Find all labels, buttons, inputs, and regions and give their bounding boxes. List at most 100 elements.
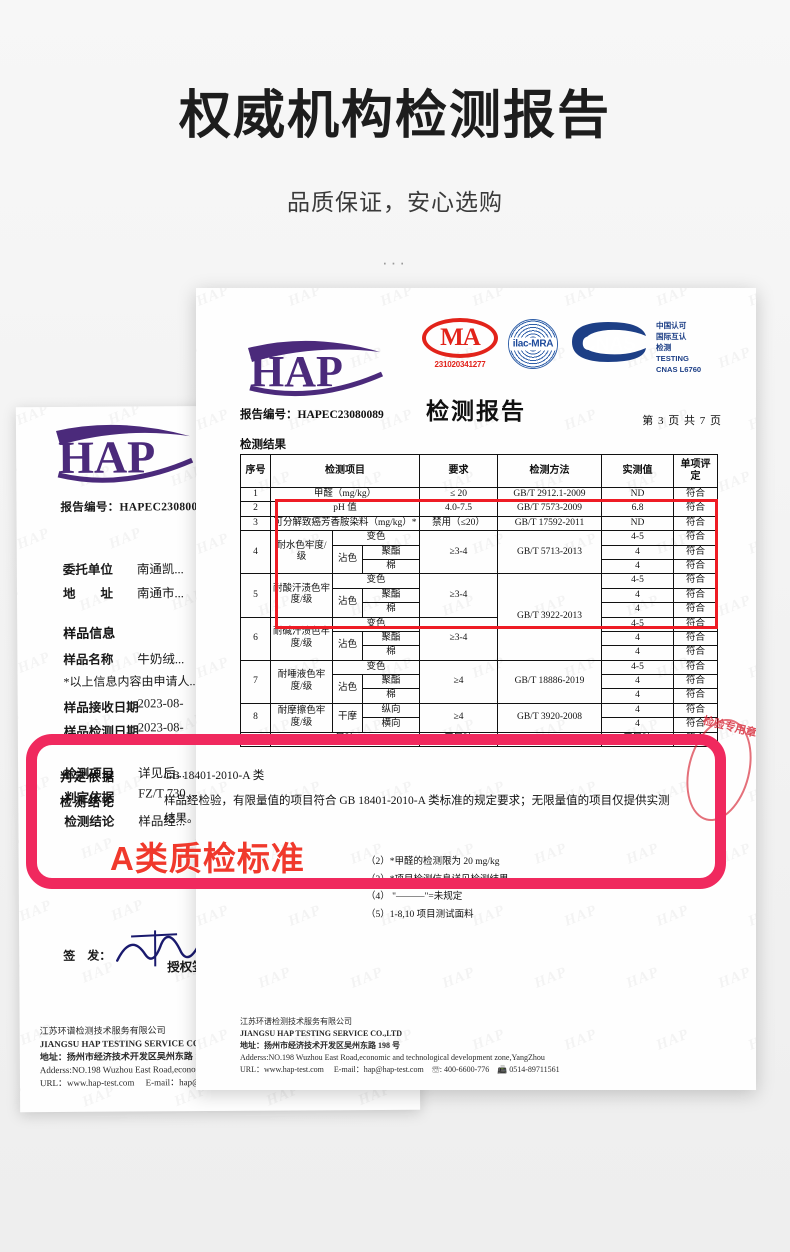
- cell-no: 9: [240, 731, 271, 748]
- cnas-line-0: 中国认可: [656, 321, 687, 330]
- test-results-table: 序号 检测项目 要求 检测方法 实测值 单项评定 1 甲醛（mg/kg） ≤ 20 G…: [240, 454, 718, 748]
- table-row: 3 可分解致癌芳香胺染料（mg/kg）* 禁用（≤20） GB/T 17592-201…: [240, 515, 718, 532]
- watermark-text: HAP: [654, 902, 692, 930]
- cell-value: 4-5: [601, 573, 674, 589]
- cnas-line-2: 检测: [656, 343, 672, 352]
- watermark-text: HAP: [348, 964, 386, 992]
- cell-verdict: 符合: [673, 616, 718, 632]
- front-certificate-document[interactable]: HAP HAP HAP HAP HAP HAP HAP HAP HAP HAP HAP HAP HAP H…: [196, 288, 756, 1090]
- cell-sub2: 纵向: [362, 702, 420, 719]
- conclusion-result-row: 检测结论 样品经检验，有限量值的项目符合 GB 18401-2010-A 类标准…: [60, 793, 680, 829]
- note-0: （2）*甲醛的检测限为 20 mg/kg: [366, 857, 500, 867]
- cell-no: 2: [240, 501, 271, 517]
- table-header-row: 序号 检测项目 要求 检测方法 实测值 单项评定: [240, 454, 718, 488]
- cell-verdict: 符合: [673, 573, 718, 589]
- watermark-text: HAP: [196, 902, 232, 930]
- front-footer-fax: 0514-89711561: [509, 1065, 560, 1074]
- watermark-text: HAP: [15, 525, 53, 553]
- watermark-text: HAP: [16, 897, 55, 925]
- cnas-block: CNAS 中国认可 国际互认 检测 TESTING CNAS L6760: [568, 320, 701, 375]
- cell-req: ≥3-4: [419, 573, 498, 618]
- front-footer-address-en: Adderss:NO.198 Wuzhou East Road,economic…: [240, 1053, 545, 1062]
- back-sample-value-2: 2023-08-: [137, 720, 184, 735]
- cell-req: ≤ 20: [419, 486, 498, 503]
- watermark-text: HAP: [532, 964, 570, 992]
- watermark-text: HAP: [196, 592, 202, 620]
- page-title: 权威机构检测报告: [178, 87, 611, 145]
- cell-verdict: 符合: [673, 530, 718, 546]
- th-item: 检测项目: [270, 454, 420, 488]
- cell-verdict: 符合: [673, 645, 718, 661]
- cell-req: 无异味: [419, 731, 498, 748]
- cell-no: 7: [240, 659, 271, 704]
- cnas-line-4: CNAS L6760: [656, 365, 702, 374]
- front-footer-company-en: JIANGSU HAP TESTING SERVICE CO.,LTD: [240, 1029, 402, 1038]
- cell-sub2: 棉: [362, 645, 420, 661]
- watermark-text: HAP: [196, 964, 202, 992]
- front-footer-url: URL：www.hap-test.com: [240, 1065, 324, 1074]
- svg-text:CNAS: CNAS: [582, 334, 636, 355]
- th-req: 要求: [419, 454, 498, 488]
- cell-sub2: 聚酯: [362, 587, 420, 604]
- table-row: 6 耐碱汗渍色牢度/级 变色 ≥3-4 4-5 符合: [240, 616, 718, 661]
- cnas-icon: CNAS: [572, 322, 646, 362]
- cell-sub: 干摩: [332, 702, 363, 733]
- front-footer-phone: 400-6600-776: [443, 1065, 490, 1074]
- watermark-text: HAP: [624, 964, 662, 992]
- back-signature-label: 签 发：: [63, 948, 112, 963]
- back-sample-section-title: 样品信息: [63, 625, 116, 641]
- cnas-text-lines: 中国认可 国际互认 检测 TESTING CNAS L6760: [656, 320, 701, 375]
- cell-no: 3: [240, 515, 271, 532]
- front-footer-company-cn: 江苏环谱检测技术服务有限公司: [240, 1017, 352, 1026]
- watermark-text: HAP: [196, 654, 232, 682]
- back-field-label-1: 地 址: [62, 586, 114, 601]
- cell-sub: 沾色: [332, 587, 363, 618]
- cell-method: GB/T 2912.1-2009: [497, 486, 602, 503]
- watermark-text: HAP: [532, 840, 570, 868]
- cell-method: GB/T 3922-2013: [497, 573, 602, 661]
- cell-method: GB/T 3920-2008: [497, 702, 602, 733]
- page-indicator: 第 3 页 共 7 页: [642, 415, 722, 427]
- th-verdict: 单项评定: [673, 454, 718, 488]
- watermark-text: HAP: [196, 288, 232, 310]
- back-sample-label-2: 样品检测日期: [63, 724, 139, 739]
- th-method: 检测方法: [497, 454, 602, 488]
- table-row: 9 异味 无异味 GB 18401-2010 无异味 符合: [240, 731, 718, 748]
- cell-value: 4: [601, 645, 674, 661]
- watermark-text: HAP: [746, 902, 756, 930]
- front-doc-title: 检测报告: [426, 399, 526, 424]
- watermark-text: HAP: [562, 902, 600, 930]
- cell-req: ≥4: [419, 702, 498, 733]
- watermark-text: HAP: [716, 468, 754, 496]
- table-row: 8 耐摩擦色牢度/级 干摩 纵向 ≥4 GB/T 3920-2008 4 符合: [240, 702, 718, 733]
- watermark-text: HAP: [15, 463, 22, 492]
- table-notes: （2）*甲醛的检测限为 20 mg/kg （3）*项目检测信息详见检测结果 （4…: [366, 854, 509, 924]
- note-1: （3）*项目检测信息详见检测结果: [366, 874, 509, 885]
- back-certificate-document[interactable]: HAP HAP HAP HAP HAP HAP HAP HAP HAP HAP HAP HAP HAP H…: [15, 404, 421, 1113]
- watermark-text: HAP: [15, 404, 52, 429]
- fax-icon: 📠: [497, 1065, 508, 1074]
- front-footer-email: E-mail：hap@hap-test.com: [333, 1065, 424, 1074]
- table-row: 5 耐酸汗渍色牢度/级 变色 ≥3-4 GB/T 3922-2013 4-5 符合: [240, 573, 718, 661]
- cell-sub: 变色: [332, 659, 420, 676]
- conclusion-result-label: 检测结论: [60, 794, 117, 809]
- watermark-text: HAP: [562, 1026, 600, 1054]
- cell-req: ≥4: [419, 659, 498, 704]
- cell-verdict: 符合: [673, 501, 718, 517]
- cell-value: 4-5: [601, 659, 674, 676]
- cell-req: 禁用（≤20）: [419, 515, 498, 532]
- watermark-text: HAP: [196, 1026, 232, 1054]
- watermark-text: HAP: [624, 840, 662, 868]
- watermark-text: HAP: [440, 964, 478, 992]
- cell-no: 1: [240, 486, 271, 503]
- note-3: （5）1-8,10 项目测试面料: [366, 909, 474, 920]
- cell-item: 耐水色牢度/级: [270, 530, 333, 575]
- cell-value: ND: [601, 486, 674, 503]
- watermark-text: HAP: [378, 288, 416, 310]
- watermark-text: HAP: [15, 835, 24, 864]
- signature-ink: [116, 930, 203, 967]
- cell-verdict: 符合: [673, 544, 718, 560]
- cell-item: 耐摩擦色牢度/级: [270, 702, 333, 733]
- cell-value: 4: [601, 702, 674, 719]
